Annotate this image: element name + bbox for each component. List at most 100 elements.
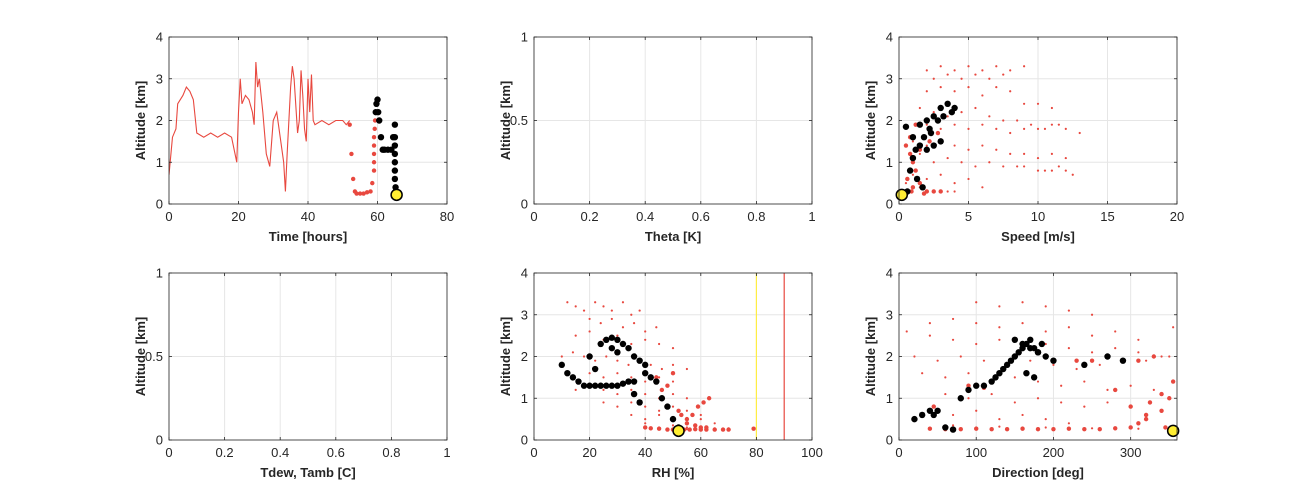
- red-point: [1136, 421, 1141, 426]
- recent-point: [391, 121, 399, 128]
- red-point: [372, 126, 377, 132]
- trace-point: [998, 338, 1001, 341]
- red-point: [698, 425, 703, 430]
- recent-point: [1104, 353, 1111, 360]
- trace-point: [627, 363, 630, 366]
- x-tick-label: 40: [301, 209, 315, 224]
- trace-point: [671, 380, 675, 383]
- red-point: [966, 383, 971, 388]
- trace-point: [594, 359, 597, 362]
- trace-point: [975, 322, 978, 325]
- trace-point: [699, 413, 702, 417]
- y-axis-label: Altitude [km]: [133, 317, 148, 396]
- recent-point: [1038, 340, 1046, 348]
- red-point: [989, 426, 994, 432]
- red-point: [903, 143, 909, 148]
- trace-point: [1029, 123, 1033, 126]
- x-tick-label: 300: [1120, 445, 1142, 460]
- trace-point: [1044, 418, 1047, 421]
- trace-point: [1021, 413, 1024, 417]
- recent-point: [930, 142, 937, 149]
- trace-point: [1036, 102, 1040, 105]
- red-point: [371, 160, 377, 165]
- trace-point: [932, 77, 935, 80]
- trace-point: [951, 424, 955, 427]
- recent-point: [619, 380, 627, 387]
- red-point: [1136, 358, 1141, 363]
- x-tick-label: 80: [440, 209, 454, 224]
- y-tick-label: 2: [521, 349, 528, 364]
- trace-point: [671, 392, 675, 396]
- x-tick-label: 0.2: [581, 209, 599, 224]
- recent-point: [1042, 353, 1049, 360]
- y-axis-label: Altitude [km]: [498, 81, 513, 160]
- trace-point: [1106, 401, 1109, 404]
- trace-point: [1172, 326, 1175, 329]
- data-layer: [905, 301, 1176, 433]
- trace-point: [644, 422, 647, 425]
- trace-point: [594, 301, 597, 304]
- x-tick-label: 0.8: [747, 209, 765, 224]
- trace-point: [671, 363, 675, 366]
- red-point: [670, 371, 676, 376]
- trace-point: [1002, 73, 1005, 76]
- trace-point: [988, 77, 991, 80]
- trace-point: [1057, 123, 1060, 126]
- y-tick-label: 0: [886, 197, 893, 212]
- trace-point: [960, 77, 963, 80]
- trace-point: [574, 388, 577, 391]
- red-point: [1113, 387, 1118, 393]
- recent-point: [374, 96, 381, 103]
- x-tick-label: 0.6: [327, 445, 345, 460]
- trace-point: [630, 413, 633, 417]
- red-point: [751, 426, 756, 431]
- red-point: [1143, 412, 1149, 418]
- trace-point: [988, 115, 991, 118]
- trace-point: [1036, 156, 1040, 160]
- trace-point: [975, 301, 978, 304]
- trace-point: [1129, 384, 1132, 387]
- recent-point: [926, 407, 934, 414]
- x-tick-label: 80: [749, 445, 763, 460]
- trace-point: [1036, 397, 1040, 400]
- trace-point: [671, 405, 675, 408]
- red-point: [1143, 416, 1149, 422]
- trace-point: [582, 355, 586, 358]
- trace-point: [660, 367, 663, 371]
- y-tick-label: 4: [521, 266, 528, 281]
- recent-point: [564, 370, 571, 377]
- trace-point: [925, 177, 928, 181]
- trace-point: [1137, 427, 1140, 430]
- trace-point: [1057, 165, 1060, 168]
- red-point: [654, 375, 659, 380]
- y-axis-label: Altitude [km]: [133, 81, 148, 160]
- x-tick-label: 100: [965, 445, 987, 460]
- recent-point: [942, 424, 949, 431]
- red-point: [1089, 358, 1095, 363]
- trace-point: [921, 372, 924, 375]
- y-tick-label: 0: [521, 197, 528, 212]
- recent-point: [930, 411, 937, 419]
- trace-point: [998, 425, 1001, 428]
- y-axis-label: Altitude [km]: [863, 317, 878, 396]
- trace-point: [1013, 401, 1016, 404]
- red-point: [931, 404, 936, 409]
- recent-point: [1007, 357, 1015, 364]
- red-point: [693, 423, 698, 428]
- trace-point: [1114, 330, 1117, 333]
- red-point: [370, 180, 375, 186]
- trace-point: [1152, 388, 1155, 391]
- trace-point: [1067, 422, 1070, 425]
- trace-point: [1009, 90, 1012, 93]
- trace-point: [981, 186, 984, 189]
- trace-point: [1044, 342, 1047, 346]
- trace-point: [1009, 131, 1012, 135]
- trace-point: [616, 405, 619, 408]
- recent-point: [603, 336, 610, 343]
- recent-point: [630, 390, 638, 398]
- trace-point: [925, 144, 928, 147]
- trace-point: [1052, 363, 1055, 366]
- red-point: [371, 143, 377, 148]
- trace-point: [616, 334, 619, 337]
- red-point: [1128, 425, 1133, 430]
